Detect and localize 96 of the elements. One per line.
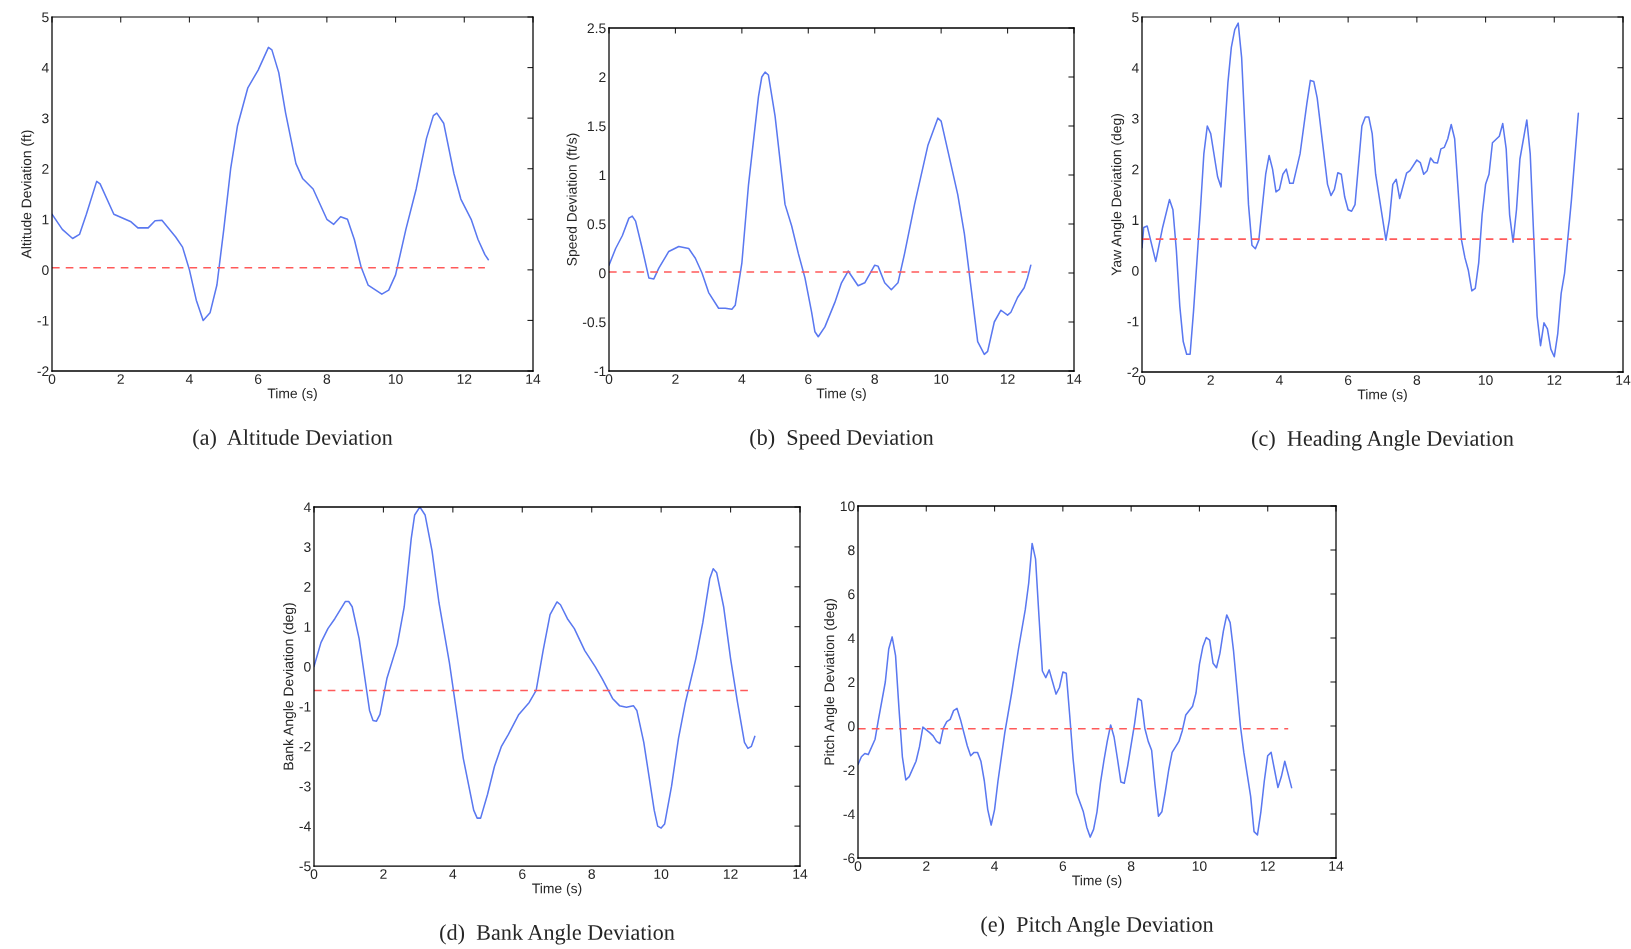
x-tick-label: 12 — [457, 374, 472, 384]
y-tick-label: -2 — [843, 765, 855, 776]
x-tick-label: 4 — [185, 374, 193, 384]
y-tick-label: -1 — [37, 315, 49, 326]
y-tick-label: 0.5 — [587, 219, 606, 230]
x-tick-label: 6 — [254, 374, 262, 384]
x-tick-label: 14 — [1616, 375, 1631, 385]
y-tick-label: 1.5 — [587, 121, 606, 132]
x-tick-label: 10 — [654, 869, 669, 879]
text: (b) Speed Deviation — [750, 429, 934, 450]
y-tick-label: 1 — [1132, 215, 1139, 225]
y-tick-label: 0 — [848, 721, 855, 732]
y-tick-label: -2 — [1127, 367, 1139, 378]
y-tick-label: 2 — [1132, 164, 1139, 175]
y-tick-label: 1 — [599, 170, 606, 181]
x-tick-label: 4 — [738, 374, 746, 384]
line-series — [609, 71, 1032, 356]
x-axis-title: Time (s) — [816, 388, 866, 402]
y-tick-label: -2 — [37, 366, 49, 377]
y-tick-label: -4 — [299, 821, 311, 832]
x-tick-label: 12 — [1547, 375, 1562, 385]
y-axis-title: Yaw Angle Deviation (deg) — [1111, 114, 1125, 276]
y-tick-label: 2 — [848, 677, 855, 688]
y-tick-label: 0 — [304, 661, 311, 672]
y-tick-label: -1 — [594, 366, 606, 377]
x-tick-label: 14 — [526, 374, 541, 384]
x-tick-label: 10 — [1478, 375, 1493, 385]
x-tick-label: 10 — [1192, 861, 1207, 871]
y-tick-label: -5 — [299, 861, 311, 872]
y-tick-label: 8 — [848, 545, 855, 556]
y-tick-label: 2 — [599, 72, 606, 83]
x-tick-label: 6 — [519, 869, 526, 879]
y-axis-title: Speed Deviation (ft/s) — [566, 133, 580, 266]
line-series — [314, 507, 756, 829]
x-tick-label: 2 — [117, 374, 124, 384]
x-axis-title: Time (s) — [1072, 875, 1122, 889]
x-tick-label: 4 — [991, 861, 999, 871]
x-tick-label: 10 — [934, 374, 949, 384]
y-tick-label: 3 — [304, 542, 311, 553]
text: (a) Altitude Deviation — [193, 429, 393, 450]
line-series — [52, 46, 490, 322]
y-tick-label: -0.5 — [582, 317, 606, 328]
x-tick-label: 6 — [1344, 375, 1352, 385]
y-tick-label: 1 — [304, 622, 311, 632]
text: (c) Heading Angle Deviation — [1252, 430, 1514, 451]
y-tick-label: -2 — [299, 741, 311, 752]
y-axis-title: Bank Angle Deviation (deg) — [283, 603, 297, 770]
x-tick-label: 4 — [449, 869, 457, 879]
line-series — [858, 542, 1293, 838]
text: (e) Pitch Angle Deviation — [981, 916, 1214, 937]
x-tick-label: 6 — [805, 374, 812, 384]
y-tick-label: -4 — [843, 809, 855, 820]
x-axis-title: Time (s) — [1357, 389, 1407, 403]
y-tick-label: 6 — [848, 589, 855, 600]
y-tick-label: 5 — [42, 12, 49, 23]
x-tick-label: 2 — [672, 374, 679, 384]
x-axis-title: Time (s) — [267, 388, 317, 402]
y-tick-label: 4 — [41, 63, 49, 73]
y-tick-label: 5 — [1132, 12, 1139, 23]
x-tick-label: 14 — [1329, 861, 1344, 871]
x-tick-label: 6 — [1059, 861, 1067, 871]
x-tick-label: 2 — [923, 861, 930, 871]
y-tick-label: 3 — [1132, 113, 1139, 124]
y-tick-label: 4 — [303, 502, 311, 513]
x-tick-label: 12 — [1261, 861, 1275, 871]
x-tick-label: 12 — [1000, 374, 1015, 384]
line-series — [1142, 22, 1580, 358]
y-axis-title: Altitude Deviation (ft) — [21, 130, 35, 259]
y-tick-label: 1 — [42, 214, 49, 225]
x-axis-title: Time (s) — [532, 883, 582, 897]
y-tick-label: 10 — [840, 501, 855, 512]
x-tick-label: 14 — [793, 869, 808, 879]
y-tick-label: 2 — [42, 164, 49, 174]
x-tick-label: 8 — [871, 374, 878, 384]
x-tick-label: 10 — [388, 374, 403, 384]
y-tick-label: 0 — [42, 265, 49, 276]
y-tick-label: -6 — [843, 853, 855, 864]
y-tick-label: 4 — [1131, 63, 1139, 73]
x-tick-label: 2 — [1207, 375, 1214, 385]
x-tick-label: 4 — [1275, 375, 1283, 385]
text: (d) Bank Angle Deviation — [440, 924, 675, 945]
x-tick-label: 8 — [1413, 375, 1421, 385]
y-tick-label: -1 — [1127, 316, 1139, 327]
y-tick-label: 2 — [304, 582, 311, 592]
x-tick-label: 12 — [723, 869, 738, 879]
x-tick-label: 8 — [323, 374, 331, 384]
y-tick-label: 2.5 — [587, 23, 606, 34]
y-axis-title: Pitch Angle Deviation (deg) — [824, 599, 837, 765]
y-tick-label: 4 — [847, 633, 855, 644]
y-tick-label: 3 — [42, 113, 49, 124]
x-tick-label: 2 — [380, 869, 387, 879]
y-tick-label: 0 — [1132, 265, 1139, 276]
y-tick-label: -3 — [299, 781, 311, 792]
y-tick-label: 0 — [599, 268, 606, 279]
x-tick-label: 14 — [1067, 374, 1082, 384]
y-tick-label: -1 — [299, 701, 311, 712]
